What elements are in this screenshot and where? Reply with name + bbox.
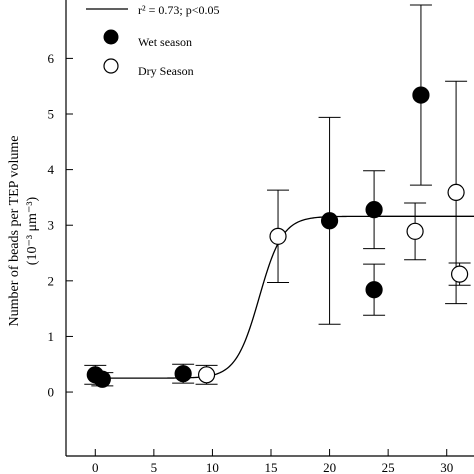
x-tick-label: 25 xyxy=(382,460,395,474)
y-axis-ticks: 0 1 2 3 4 5 6 xyxy=(48,51,73,400)
legend-wet-marker xyxy=(103,29,119,45)
error-bars xyxy=(84,4,471,387)
dry-season-point xyxy=(406,222,424,240)
dry-season-point xyxy=(197,366,216,384)
wet-season-point xyxy=(365,281,383,299)
dry-season-point xyxy=(447,183,465,202)
data-points xyxy=(86,86,469,388)
y-tick-label: 5 xyxy=(48,107,55,122)
x-tick-label: 30 xyxy=(440,460,453,474)
dry-season-point xyxy=(269,227,287,245)
x-tick-label: 20 xyxy=(323,460,336,474)
legend-wet-label: Wet season xyxy=(138,35,192,49)
y-tick-label: 3 xyxy=(48,218,55,233)
x-axis-ticks: 0 5 10 15 20 25 30 xyxy=(92,449,453,474)
legend-fit-label: r² = 0.73; p<0.05 xyxy=(138,3,219,17)
y-tick-label: 0 xyxy=(48,385,55,400)
wet-season-point xyxy=(412,86,430,104)
y-tick-label: 4 xyxy=(48,162,55,177)
x-tick-label: 5 xyxy=(151,460,158,474)
legend-dry-marker xyxy=(103,58,119,74)
y-axis-title: Number of beads per TEP volume xyxy=(7,136,22,327)
dry-season-point xyxy=(451,265,469,283)
x-tick-label: 15 xyxy=(265,460,278,474)
legend: r² = 0.73; p<0.05 Wet season Dry Season xyxy=(86,3,219,78)
y-tick-label: 6 xyxy=(48,51,55,66)
x-tick-label: 0 xyxy=(92,460,99,474)
y-axis-title-units: (10⁻³ μm⁻³) xyxy=(25,196,40,265)
legend-dry-label: Dry Season xyxy=(138,64,194,78)
wet-season-point xyxy=(320,212,339,230)
wet-season-point xyxy=(174,365,192,383)
y-tick-label: 2 xyxy=(48,273,55,288)
y-tick-label: 1 xyxy=(48,329,55,344)
wet-season-point xyxy=(93,370,111,388)
wet-season-point xyxy=(365,201,383,219)
x-tick-label: 10 xyxy=(206,460,219,474)
